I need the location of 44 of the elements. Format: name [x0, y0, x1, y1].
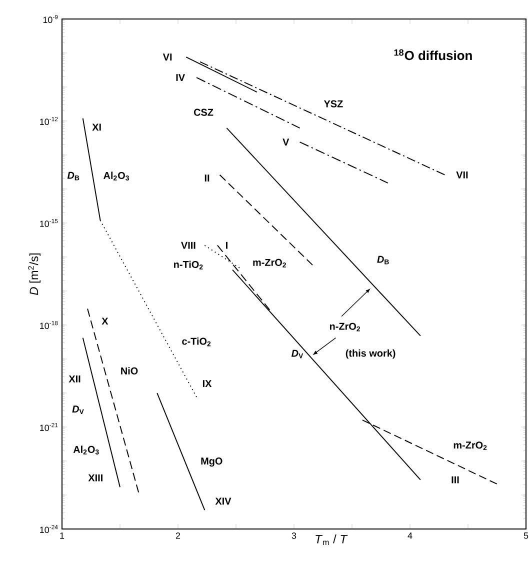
annotation: IX [202, 380, 212, 387]
annotation: Al$_{2}$O$_{3}$ [104, 172, 129, 180]
x-axis-title: T$_{m}$ / T [316, 534, 348, 545]
x-tick-label: 3 [292, 532, 296, 539]
annotation: I [226, 242, 228, 249]
annotation: VI [162, 54, 172, 60]
annotation: D$_{V}$ [72, 406, 84, 414]
y-tick-label: 10$^{-15}$ [40, 219, 58, 228]
y-tick-label: 10$^{-21}$ [40, 422, 58, 432]
y-tick-label: 10$^{-12}$ [40, 116, 58, 126]
x-tick-label: 1 [60, 532, 64, 539]
annotation: XIV [215, 498, 232, 505]
annotation: Al$_{2}$O$_{3}$ [73, 446, 99, 454]
annotation: n-TiO$_{2}$ [174, 260, 203, 270]
y-tick-label: 10$^{-24}$ [40, 524, 58, 534]
x-tick-label: 4 [408, 532, 412, 539]
annotation: VIII [181, 242, 196, 249]
annotation: XII [68, 375, 80, 382]
annotation: CSZ [194, 108, 214, 116]
annotation: NiO [121, 367, 138, 374]
annotation: II [204, 174, 210, 182]
annotation: D$_{B}$ [67, 172, 80, 180]
y-axis-title: D [m$^{2}$/s] [28, 253, 41, 296]
annotation: D$_{B}$ [377, 256, 389, 264]
y-tick-label: 10$^{-18}$ [40, 320, 58, 330]
annotation: VII [456, 171, 468, 178]
annotation: III [452, 476, 459, 484]
annotation: c-TiO$_{2}$ [182, 337, 211, 346]
annotation: n-ZrO$_{2}$ [330, 322, 360, 332]
annotation: D$_{V}$ [291, 350, 304, 358]
text: $^{18}$O diffusion [394, 49, 472, 60]
annotation: m-ZrO$_{2}$ [454, 442, 487, 450]
annotation: MgO [201, 458, 222, 467]
annotation: XI [92, 124, 101, 131]
annotation: X [102, 318, 108, 325]
annotation: V [282, 138, 290, 146]
annotation: XIII [88, 474, 102, 482]
x-tick-label: 5 [524, 532, 528, 539]
annotation: IV [176, 74, 185, 81]
x-tick-label: 2 [176, 532, 180, 539]
annotation: YSZ [324, 100, 343, 108]
y-tick-label: 10$^{-9}$ [43, 14, 58, 24]
annotation: m-ZrO$_{2}$ [253, 258, 286, 268]
annotation: (this work) [346, 349, 396, 359]
